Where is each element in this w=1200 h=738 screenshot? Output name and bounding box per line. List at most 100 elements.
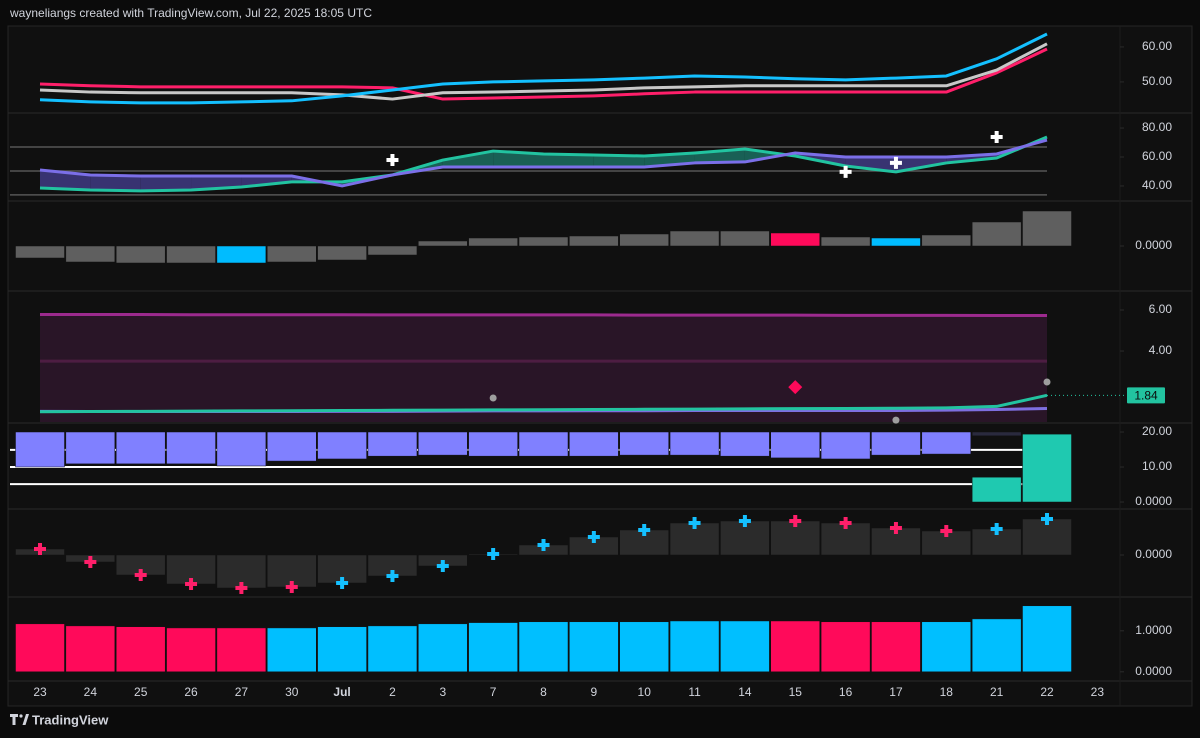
fill-between (140, 175, 192, 191)
bar (1022, 605, 1072, 673)
bar (619, 431, 669, 456)
x-tick-label: 16 (839, 685, 853, 699)
cross-marker (1041, 513, 1053, 525)
y-tick-label: 0.0000 (1135, 547, 1172, 561)
cross-marker (386, 570, 399, 582)
cross-marker (839, 517, 852, 529)
fill-between (543, 153, 594, 167)
bar (871, 621, 921, 673)
cross-marker (336, 577, 349, 589)
x-tick-label: 27 (235, 685, 249, 699)
bar (669, 620, 720, 673)
y-tick-label: 0.0000 (1135, 664, 1172, 678)
bar (871, 431, 921, 456)
last-value-box (1127, 387, 1165, 404)
cross-marker (185, 578, 198, 590)
x-tick-label: 7 (490, 685, 497, 699)
x-tick-label: 23 (1091, 685, 1105, 699)
x-tick-label: Jul (333, 685, 350, 699)
x-tick-label: 10 (638, 685, 652, 699)
bar (216, 245, 267, 264)
diamond-marker (788, 380, 803, 395)
x-tick-label: 2 (389, 685, 396, 699)
y-tick-label: 60.00 (1142, 149, 1172, 163)
cross-marker (34, 543, 46, 555)
cross-marker (990, 523, 1003, 535)
bar (770, 232, 820, 247)
cross-marker (84, 556, 97, 568)
cross-marker (487, 548, 500, 560)
last-value-label: 1.84 (1134, 389, 1158, 403)
x-tick-label: 14 (738, 685, 752, 699)
y-tick-label: 10.00 (1142, 459, 1172, 473)
bar (267, 431, 317, 462)
bar (65, 625, 116, 673)
bar (216, 431, 267, 467)
dot-marker (892, 416, 900, 424)
cross-marker (134, 569, 147, 581)
bar (418, 240, 468, 247)
line-series (39, 135, 1048, 193)
cross-marker (990, 131, 1003, 144)
bar (216, 627, 267, 673)
bar (921, 234, 972, 247)
x-tick-label: 3 (439, 685, 446, 699)
line-series (40, 313, 1047, 318)
bar (115, 431, 166, 465)
bar (468, 622, 518, 673)
bar (15, 623, 65, 673)
line-series (39, 138, 1048, 188)
cross-marker (789, 515, 802, 527)
bar (65, 431, 116, 465)
x-tick-label: 26 (184, 685, 198, 699)
x-tick-label: 18 (940, 685, 954, 699)
bar (1022, 433, 1072, 503)
fill-between (442, 151, 494, 167)
y-tick-label: 50.00 (1142, 74, 1172, 88)
x-tick-label: 30 (285, 685, 299, 699)
bar (971, 476, 1022, 503)
bar (65, 245, 116, 263)
bar (619, 233, 669, 247)
bar (468, 431, 518, 457)
bar (820, 431, 871, 460)
bar (317, 245, 367, 261)
bar (317, 626, 367, 673)
bar (619, 621, 669, 673)
fill-between (493, 151, 544, 167)
bar (166, 245, 216, 264)
y-tick-label: 6.00 (1149, 302, 1173, 316)
y-tick-label: 1.0000 (1135, 623, 1172, 637)
bar (367, 431, 418, 457)
line-series (39, 42, 1048, 101)
cross-marker (940, 525, 953, 537)
bar (669, 230, 720, 247)
bar (166, 627, 216, 673)
y-tick-label: 20.00 (1142, 424, 1172, 438)
bar (1022, 210, 1072, 247)
cross-marker (738, 515, 751, 527)
cross-marker (688, 517, 701, 529)
x-tick-label: 9 (591, 685, 598, 699)
y-tick-label: 4.00 (1149, 343, 1173, 357)
x-tick-label: 17 (889, 685, 903, 699)
bar (770, 431, 820, 459)
bar (518, 431, 569, 457)
bar (820, 236, 871, 247)
bar (971, 618, 1022, 673)
y-tick-label: 60.00 (1142, 39, 1172, 53)
header: wayneliangs created with TradingView.com… (9, 6, 372, 20)
bar (166, 431, 216, 465)
bar (418, 623, 468, 673)
x-tick-label: 25 (134, 685, 148, 699)
cross-marker (587, 531, 600, 543)
bar (720, 620, 770, 673)
cross-marker (889, 156, 902, 169)
fill-between (593, 154, 645, 167)
y-tick-label: 0.0000 (1135, 238, 1172, 252)
bar (720, 230, 770, 247)
bar (820, 621, 871, 673)
footer-brand: TradingView (32, 712, 109, 727)
bar (468, 237, 518, 247)
